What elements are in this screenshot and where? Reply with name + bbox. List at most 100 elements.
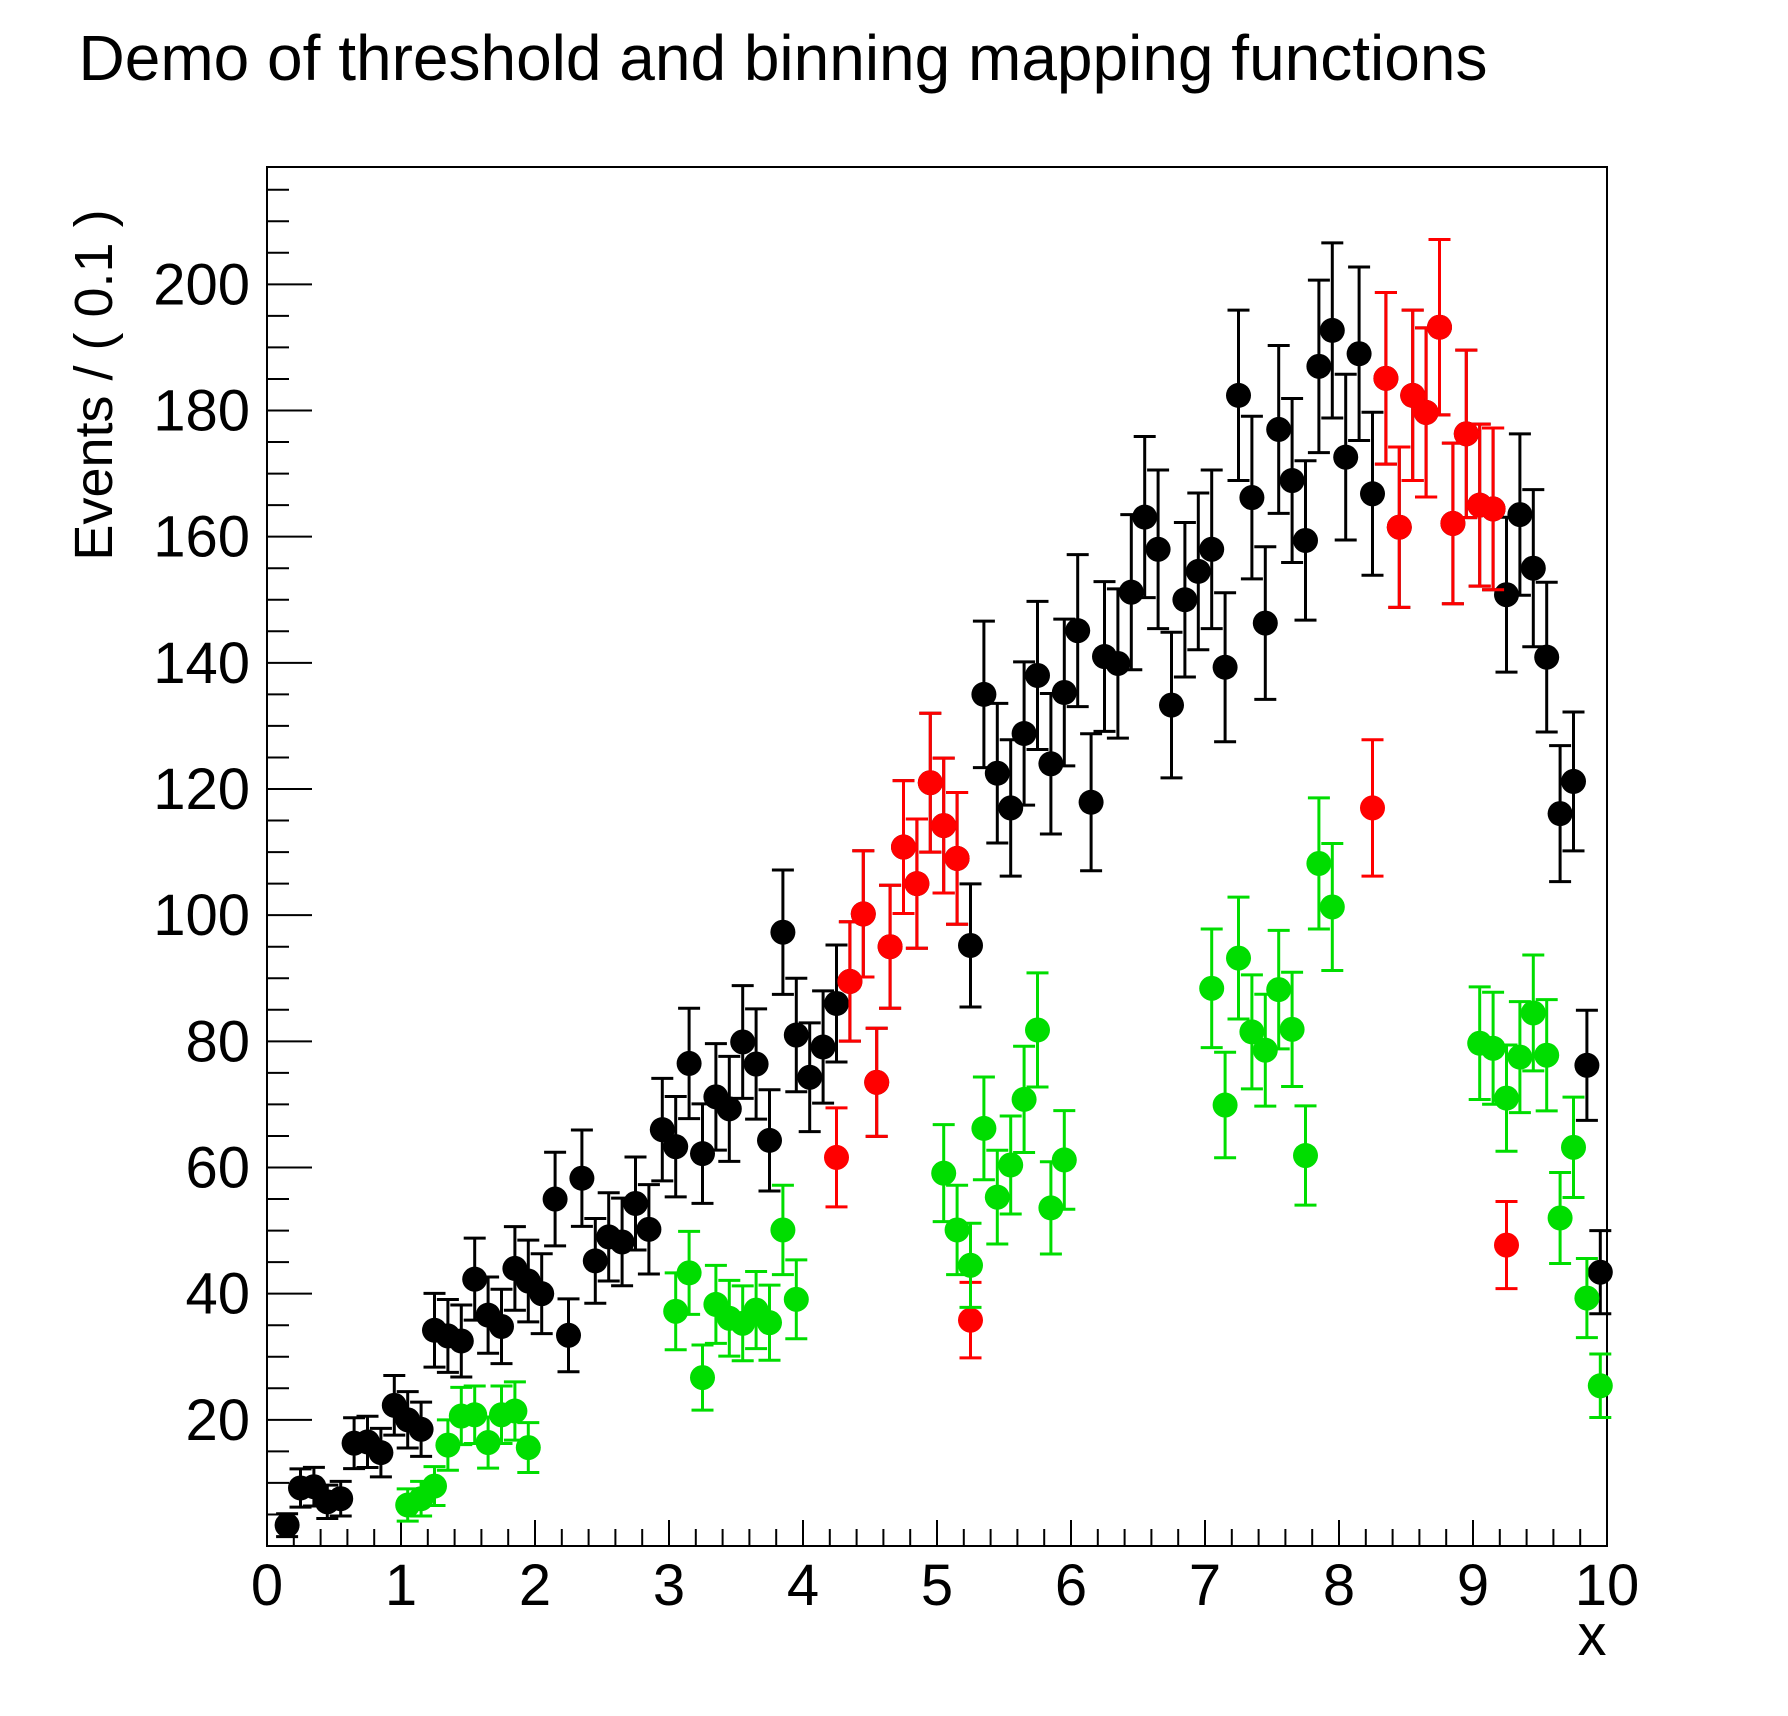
data-point (998, 1152, 1024, 1178)
data-point (676, 1260, 702, 1286)
data-point (1534, 644, 1560, 670)
data-point (850, 901, 876, 927)
data-point (1360, 795, 1385, 821)
data-point (1400, 382, 1426, 408)
data-point (1386, 514, 1412, 540)
data-point (1051, 1147, 1077, 1173)
data-point (1011, 1086, 1037, 1112)
x-tick-label: 10 (1575, 1553, 1640, 1618)
data-point (944, 845, 970, 871)
data-point (435, 1432, 461, 1458)
data-point (971, 681, 997, 707)
data-point (649, 1117, 675, 1143)
data-point (824, 1144, 849, 1170)
data-point (1226, 382, 1251, 408)
data-point (422, 1473, 447, 1499)
data-point (1038, 751, 1064, 777)
data-point (931, 813, 957, 839)
data-point (1038, 1195, 1064, 1221)
series-all-events-black (274, 238, 1613, 1539)
data-point (891, 834, 916, 860)
data-point (917, 770, 943, 796)
data-point (1212, 1092, 1238, 1118)
y-tick-label: 180 (153, 379, 250, 444)
data-point (368, 1440, 394, 1466)
data-point (1172, 587, 1198, 613)
data-point (1319, 317, 1345, 343)
data-point (944, 1217, 970, 1243)
y-tick-label: 40 (185, 1262, 250, 1327)
x-tick-label: 7 (1189, 1553, 1221, 1618)
data-point (475, 1430, 501, 1456)
x-tick-label: 4 (787, 1553, 819, 1618)
data-point (1587, 1373, 1613, 1399)
data-point (556, 1322, 581, 1348)
data-point (408, 1416, 434, 1442)
data-point (958, 1252, 983, 1278)
data-point (569, 1165, 595, 1191)
data-point (1333, 444, 1359, 470)
data-point (1360, 481, 1385, 507)
data-point (529, 1281, 555, 1307)
data-point (274, 1512, 300, 1538)
data-point (1279, 1016, 1305, 1042)
data-point (757, 1127, 782, 1153)
y-tick-label: 120 (153, 757, 250, 822)
x-tick-label: 0 (251, 1553, 283, 1618)
data-series (274, 238, 1613, 1539)
data-point (663, 1298, 689, 1324)
data-point (716, 1096, 742, 1122)
data-point (609, 1229, 635, 1255)
y-tick-label: 160 (153, 505, 250, 570)
data-point (1507, 502, 1533, 528)
data-point (582, 1248, 608, 1274)
data-point (1226, 945, 1251, 971)
data-point (1547, 801, 1573, 827)
data-point (1440, 510, 1466, 536)
data-point (1105, 650, 1131, 676)
data-point (448, 1328, 474, 1354)
x-tick-label: 3 (653, 1553, 685, 1618)
data-point (515, 1435, 541, 1461)
data-point (1319, 894, 1345, 920)
data-point (489, 1313, 514, 1339)
data-point (1132, 504, 1158, 530)
data-point (743, 1051, 769, 1077)
data-point (783, 1286, 809, 1312)
data-point (877, 934, 903, 960)
chart-title: Demo of threshold and binning mapping fu… (79, 22, 1488, 94)
data-point (1051, 679, 1077, 705)
data-point (1373, 365, 1399, 391)
data-point (1293, 1143, 1318, 1169)
data-point (770, 919, 796, 945)
data-point (770, 1217, 796, 1243)
data-point (1185, 558, 1211, 584)
data-point (328, 1486, 354, 1512)
data-point (1078, 789, 1104, 815)
data-point (1159, 692, 1184, 718)
data-point (958, 932, 983, 958)
data-point (1025, 662, 1050, 688)
data-point (1413, 399, 1439, 425)
axis-tick-labels: 0 1 2 3 4 5 6 7 8 9 10 20 40 60 80 100 120 140 160 180 200 (153, 252, 1639, 1618)
data-point (1480, 1035, 1506, 1061)
data-point (1199, 975, 1225, 1001)
x-tick-label: 5 (921, 1553, 953, 1618)
data-point (1011, 720, 1037, 746)
data-point (1520, 555, 1546, 581)
data-point (663, 1134, 689, 1160)
data-point (1520, 1000, 1546, 1026)
y-tick-label: 80 (185, 1009, 250, 1074)
data-point (1266, 977, 1292, 1003)
data-point (1239, 1019, 1265, 1045)
data-point (797, 1064, 823, 1090)
data-point (676, 1050, 702, 1076)
data-point (810, 1034, 836, 1060)
y-tick-label: 60 (185, 1136, 250, 1201)
data-point (542, 1186, 568, 1212)
data-point (1306, 850, 1332, 876)
data-point (1574, 1052, 1600, 1078)
data-point (958, 1307, 983, 1333)
data-point (1212, 654, 1238, 680)
